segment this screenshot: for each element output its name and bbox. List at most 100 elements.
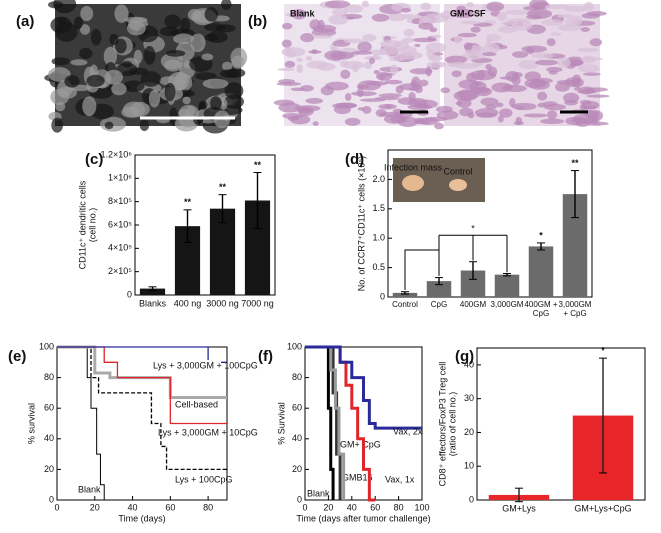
tissue	[472, 81, 482, 86]
survival-curve	[57, 346, 227, 471]
tissue	[457, 89, 480, 100]
tissue	[497, 12, 508, 21]
pore	[70, 59, 88, 66]
tissue	[583, 72, 601, 76]
tissue	[397, 97, 418, 105]
y-tick-label: 4×10⁵	[108, 243, 132, 253]
tissue	[436, 110, 459, 120]
pore	[221, 0, 232, 10]
tissue	[486, 1, 505, 12]
panel-label: (d)	[345, 151, 364, 168]
tissue	[571, 15, 583, 26]
tissue	[449, 61, 466, 67]
series-label: Blank	[307, 488, 330, 498]
x-tick-label: Control	[392, 300, 418, 309]
tissue	[557, 57, 571, 68]
tissue	[397, 51, 423, 60]
plot-frame	[304, 346, 423, 501]
series-label: Lys + 3,000GM + 10CpG	[158, 427, 258, 437]
pore	[82, 96, 97, 117]
series-label: Lys + 3,000GM + 100CpG	[153, 360, 258, 370]
panel-label: (c)	[85, 151, 103, 168]
y-tick-label: 20	[464, 427, 474, 437]
series-label: Vax, 1x	[385, 474, 415, 484]
tissue	[434, 122, 444, 130]
x-tick-label: 80	[203, 502, 213, 512]
y-tick-label: 0	[127, 289, 132, 299]
pore	[175, 71, 187, 91]
pore	[173, 33, 194, 45]
tissue	[300, 32, 315, 43]
pore	[195, 72, 217, 81]
tissue	[401, 13, 416, 19]
x-tick-label: GM+Lys	[502, 503, 536, 513]
pore	[180, 17, 191, 33]
y-tick-label: 30	[464, 393, 474, 403]
x-axis-label: Time (days after tumor challenge)	[296, 513, 430, 523]
series-label: GM+ CpG	[340, 439, 381, 449]
tissue	[320, 85, 334, 96]
y-tick-label: 2.0	[372, 174, 385, 184]
y-axis-label: % Survival	[276, 402, 286, 445]
tissue	[343, 4, 364, 13]
tissue	[379, 47, 400, 56]
pore	[80, 5, 94, 22]
panel-label: (f)	[258, 348, 273, 365]
bar	[528, 246, 554, 297]
tissue	[513, 121, 524, 125]
tissue	[498, 108, 513, 118]
tissue	[476, 70, 486, 80]
tissue	[379, 111, 403, 117]
x-tick-label: 80	[394, 502, 404, 512]
tissue	[365, 81, 388, 86]
y-tick-label: 8×10⁵	[108, 196, 132, 206]
tissue	[458, 79, 480, 90]
pore	[104, 69, 123, 85]
tissue	[537, 91, 548, 101]
tissue	[309, 19, 321, 31]
tissue	[277, 67, 295, 71]
y-tick-label: 1.2×10⁶	[101, 149, 133, 159]
tissue	[541, 19, 564, 26]
panel-label: (g)	[455, 348, 474, 365]
tissue	[524, 71, 541, 82]
significance: **	[219, 182, 227, 192]
pore	[122, 101, 146, 118]
inset-label: Infection mass	[384, 162, 443, 172]
tissue	[407, 104, 432, 110]
significance: **	[184, 197, 192, 207]
plot-frame	[387, 149, 593, 298]
significance: *	[539, 230, 543, 240]
y-tick-label: 80	[292, 372, 302, 382]
tissue	[499, 76, 515, 80]
survival-curve	[57, 345, 227, 399]
tissue	[352, 64, 359, 73]
tissue	[344, 93, 352, 101]
tissue	[470, 26, 481, 33]
image-caption: Blank	[290, 8, 316, 18]
y-axis-label: % survival	[26, 403, 36, 444]
pore	[124, 16, 148, 23]
tissue	[361, 0, 369, 8]
x-tick-label: CpG	[430, 300, 448, 309]
tissue	[403, 28, 415, 37]
tissue	[393, 40, 410, 51]
tissue	[316, 62, 336, 71]
pore	[224, 82, 244, 100]
pore	[222, 61, 233, 71]
tissue	[547, 110, 558, 120]
pore	[79, 24, 91, 35]
tissue	[356, 84, 370, 89]
tissue	[300, 85, 314, 92]
tissue	[485, 34, 502, 42]
tissue	[470, 49, 481, 53]
tissue	[512, 51, 529, 58]
tissue	[328, 14, 349, 25]
tissue	[532, 1, 550, 10]
tissue	[528, 80, 550, 90]
tissue	[414, 43, 421, 48]
tissue	[363, 61, 373, 70]
bracket-label: *	[471, 224, 475, 234]
tissue	[408, 87, 420, 92]
